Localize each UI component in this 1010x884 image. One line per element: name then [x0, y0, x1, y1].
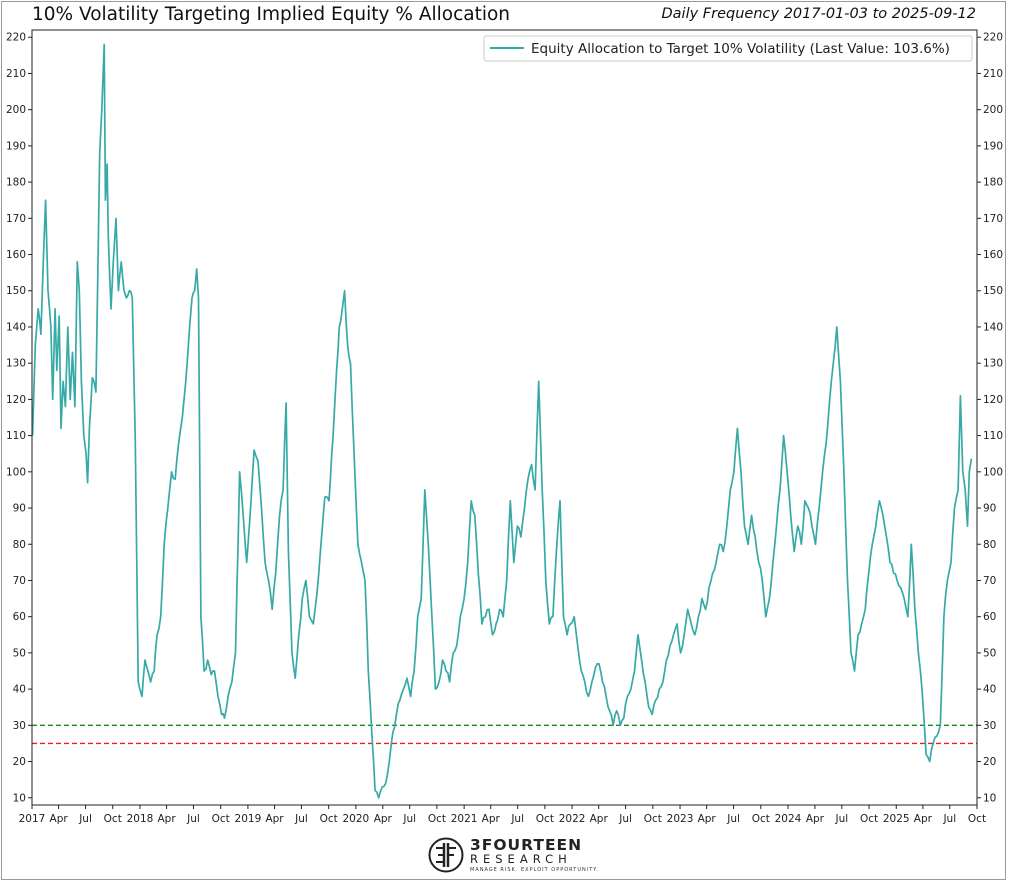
y-tick-label-left: 160 — [6, 249, 26, 261]
series-line — [31, 43, 973, 799]
x-tick-label: Apr — [914, 813, 933, 825]
y-tick-label-left: 190 — [6, 140, 26, 152]
y-tick-label-left: 180 — [6, 177, 26, 189]
legend-box — [483, 35, 973, 62]
y-tick-label-left: 40 — [13, 684, 26, 696]
y-tick-label-right: 10 — [983, 792, 996, 804]
y-tick-label-left: 150 — [6, 285, 26, 297]
x-tick-label: Jul — [294, 813, 308, 825]
y-tick-label-right: 90 — [983, 503, 996, 515]
x-tick-label: Apr — [374, 813, 393, 825]
brand-tagline: MANAGE RISK. EXPLOIT OPPORTUNITY. — [470, 866, 599, 873]
y-tick-label-right: 160 — [983, 249, 1003, 261]
x-tick-label: Oct — [536, 813, 554, 825]
y-tick-label-left: 30 — [13, 720, 26, 732]
x-tick-label: Oct — [104, 813, 122, 825]
y-tick-label-left: 20 — [13, 756, 26, 768]
y-tick-label-left: 130 — [6, 358, 26, 370]
y-tick-label-right: 60 — [983, 611, 996, 623]
x-tick-label: Jul — [510, 813, 524, 825]
x-tick-label: Apr — [157, 813, 176, 825]
x-tick-label: Apr — [482, 813, 501, 825]
y-tick-label-left: 70 — [13, 575, 26, 587]
x-tick-label: Jul — [942, 813, 956, 825]
y-tick-label-right: 150 — [983, 285, 1003, 297]
x-tick-label: 2020 — [343, 813, 370, 825]
y-tick-label-right: 120 — [983, 394, 1003, 406]
y-tick-label-right: 110 — [983, 430, 1003, 442]
x-tick-label: 2023 — [667, 813, 694, 825]
x-tick-label: 2017 — [19, 813, 46, 825]
y-tick-label-right: 20 — [983, 756, 996, 768]
x-tick-label: Jul — [834, 813, 848, 825]
brand-subname: RESEARCH — [470, 852, 572, 866]
x-tick-label: Jul — [78, 813, 92, 825]
chart-title: 10% Volatility Targeting Implied Equity … — [32, 4, 511, 25]
y-tick-label-right: 220 — [983, 32, 1003, 44]
legend: Equity Allocation to Target 10% Volatili… — [483, 35, 973, 62]
x-tick-label: Jul — [186, 813, 200, 825]
y-tick-label-right: 210 — [983, 68, 1003, 80]
y-tick-label-right: 170 — [983, 213, 1003, 225]
y-tick-label-right: 140 — [983, 321, 1003, 333]
x-tick-label: Apr — [806, 813, 825, 825]
y-tick-label-right: 50 — [983, 647, 996, 659]
x-tick-label: 2021 — [451, 813, 478, 825]
y-tick-label-left: 200 — [6, 104, 26, 116]
y-tick-label-left: 170 — [6, 213, 26, 225]
logo-mark-icon — [428, 837, 464, 873]
y-tick-label-left: 140 — [6, 321, 26, 333]
y-tick-label-right: 30 — [983, 720, 996, 732]
y-tick-label-right: 40 — [983, 684, 996, 696]
x-tick-label: Oct — [212, 813, 230, 825]
y-tick-label-left: 50 — [13, 647, 26, 659]
x-tick-label: Jul — [402, 813, 416, 825]
y-tick-label-left: 110 — [6, 430, 26, 442]
x-tick-label: Oct — [968, 813, 986, 825]
y-tick-label-left: 90 — [13, 503, 26, 515]
brand-name: 3FOURTEEN — [470, 835, 583, 854]
x-tick-label: 2018 — [127, 813, 154, 825]
x-tick-label: Oct — [752, 813, 770, 825]
x-tick-label: Apr — [590, 813, 609, 825]
x-tick-label: Oct — [860, 813, 878, 825]
x-tick-label: Oct — [320, 813, 338, 825]
reference-lines — [32, 724, 977, 745]
y-tick-label-right: 70 — [983, 575, 996, 587]
y-tick-label-right: 200 — [983, 104, 1003, 116]
y-tick-label-left: 210 — [6, 68, 26, 80]
x-tick-label: Apr — [698, 813, 717, 825]
y-tick-label-right: 190 — [983, 140, 1003, 152]
y-tick-label-left: 220 — [6, 32, 26, 44]
x-tick-label: 2019 — [235, 813, 262, 825]
y-tick-label-right: 100 — [983, 466, 1003, 478]
plot-area — [31, 29, 978, 806]
x-tick-label: Oct — [428, 813, 446, 825]
brand-logo: 3FOURTEEN RESEARCH MANAGE RISK. EXPLOIT … — [428, 834, 599, 876]
x-tick-label: Jul — [726, 813, 740, 825]
y-tick-label-right: 180 — [983, 177, 1003, 189]
x-tick-label: Apr — [50, 813, 69, 825]
y-tick-label-left: 10 — [13, 792, 26, 804]
x-tick-label: Oct — [644, 813, 662, 825]
y-tick-label-left: 100 — [6, 466, 26, 478]
x-tick-label: 2022 — [559, 813, 586, 825]
chart-subtitle: Daily Frequency 2017-01-03 to 2025-09-12 — [661, 6, 977, 22]
x-tick-label: Apr — [265, 813, 284, 825]
y-tick-label-left: 60 — [13, 611, 26, 623]
y-tick-label-left: 120 — [6, 394, 26, 406]
x-tick-label: Jul — [618, 813, 632, 825]
legend-entry: Equity Allocation to Target 10% Volatili… — [531, 41, 950, 57]
y-tick-label-right: 80 — [983, 539, 996, 551]
y-tick-label-right: 130 — [983, 358, 1003, 370]
x-tick-label: 2024 — [775, 813, 802, 825]
x-tick-label: 2025 — [883, 813, 910, 825]
y-tick-label-left: 80 — [13, 539, 26, 551]
series-layer — [31, 43, 973, 799]
